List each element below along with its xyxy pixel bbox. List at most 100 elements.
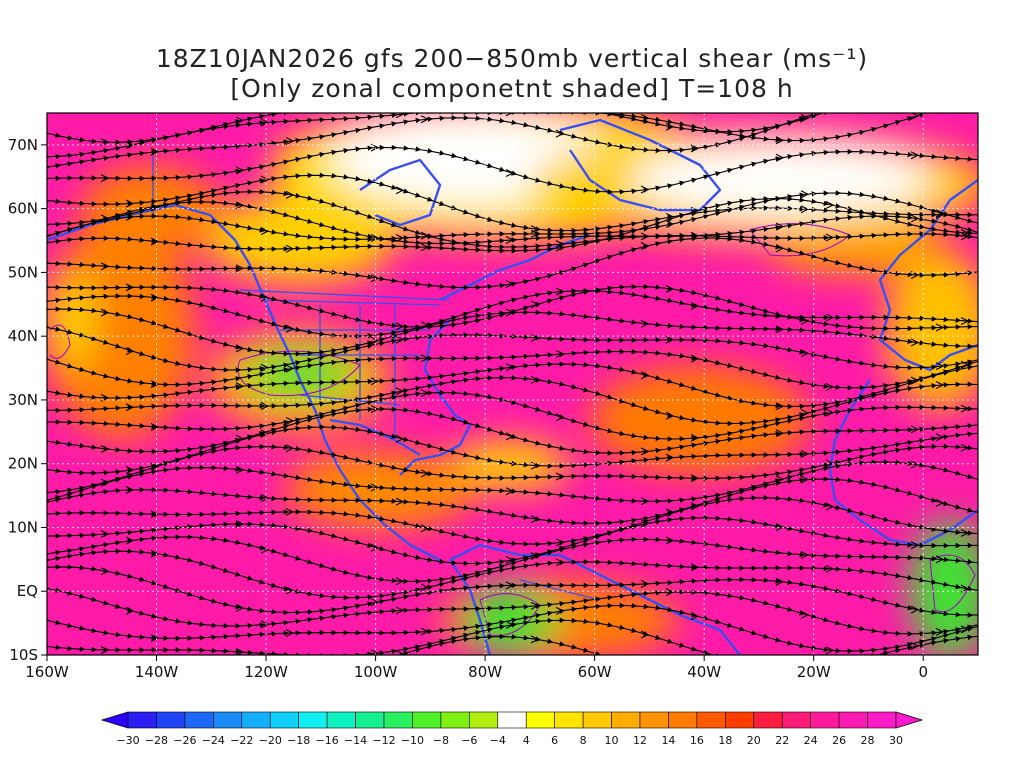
stream-arrow (776, 663, 783, 670)
stream-arrow (555, 287, 565, 296)
stream-arrow (665, 536, 675, 545)
colorbar-label-27: 30 (889, 734, 903, 747)
colorbar-swatch-4 (241, 711, 271, 729)
x-axis: 160W 140W 120W 100W 80W 60W 40W 20W 0 (25, 655, 928, 681)
stream-arrow (640, 519, 650, 528)
colorbar-label-12: −6 (461, 734, 477, 747)
stream-arrow (775, 577, 785, 586)
colorbar-label-6: −18 (287, 734, 310, 747)
colorbar-max-arrow (895, 711, 924, 729)
colorbar-label-11: −8 (433, 734, 449, 747)
colorbar-label-14: 4 (523, 734, 530, 747)
colorbar-swatch-22 (753, 711, 783, 729)
stream-arrow (690, 502, 700, 511)
stream-arrow (531, 101, 538, 108)
colorbar-swatch-17 (611, 711, 641, 729)
colorbar-swatch-25 (838, 711, 868, 729)
stream-arrow (420, 354, 430, 363)
colorbar-label-5: −20 (259, 734, 282, 747)
stream-arrow (555, 606, 565, 615)
stream-arrow (826, 105, 833, 112)
stream-arrow (395, 434, 405, 443)
stream-arrow (150, 293, 160, 302)
colorbar-label-15: 6 (551, 734, 558, 747)
stream-arrow (935, 654, 939, 655)
colorbar-swatch-13 (497, 711, 527, 729)
colorbar: −30 −28 −26 −24 −22 −20 −18 −16 −14 −12 −10 −8 −6 −4 4… (100, 711, 924, 747)
colorbar-label-10: −10 (401, 734, 424, 747)
colorbar-label-4: −22 (230, 734, 253, 747)
stream-arrow (370, 405, 380, 414)
colorbar-label-2: −26 (173, 734, 196, 747)
colorbar-swatch-24 (810, 711, 840, 729)
stream-arrow (640, 579, 650, 588)
stream-arrow (666, 671, 673, 678)
x-tick-label-0: 0 (918, 663, 928, 681)
y-tick-label-40n: 40N (8, 327, 38, 345)
x-tick-label-140w: 140W (135, 663, 179, 681)
colorbar-swatch-18 (639, 711, 669, 729)
colorbar-swatch-6 (298, 711, 328, 729)
colorbar-swatch-9 (383, 711, 413, 729)
colorbar-label-8: −14 (344, 734, 367, 747)
stream-arrow (505, 620, 515, 629)
colorbar-swatch-2 (184, 711, 214, 729)
streamline-9 (47, 235, 978, 291)
y-tick-label-70n: 70N (8, 136, 38, 154)
colorbar-label-17: 10 (605, 734, 619, 747)
stream-arrow (235, 465, 245, 474)
colorbar-swatch-21 (725, 711, 755, 729)
y-tick-label-10n: 10N (8, 518, 38, 536)
colorbar-swatch-12 (469, 711, 499, 729)
colorbar-swatch-23 (781, 711, 811, 729)
stream-arrow (100, 567, 110, 576)
colorbar-swatch-10 (412, 711, 442, 729)
x-tick-label-80w: 80W (468, 663, 502, 681)
stream-arrow (665, 588, 675, 597)
streamlines (47, 95, 978, 678)
plot-frame (46, 112, 979, 656)
colorbar-label-1: −28 (145, 734, 168, 747)
stream-arrow (235, 519, 245, 528)
stream-arrow (371, 105, 378, 112)
x-tick-label-40w: 40W (687, 663, 721, 681)
stream-arrow (555, 350, 565, 359)
colorbar-swatch-7 (326, 711, 356, 729)
colorbar-swatch-26 (867, 711, 897, 729)
x-tick-label-60w: 60W (578, 663, 612, 681)
y-tick-label-10s: 10S (9, 646, 38, 664)
stream-arrow (505, 308, 515, 317)
chart-title-line1: 18Z10JAN2026 gfs 200−850mb vertical shea… (155, 44, 869, 73)
stream-arrow (235, 264, 245, 273)
stream-arrow (690, 354, 700, 363)
stream-arrow (420, 115, 430, 124)
stream-arrow (395, 650, 405, 655)
colorbar-swatch-0 (127, 711, 157, 729)
stream-arrow (530, 333, 540, 342)
stream-arrow (775, 244, 785, 253)
stream-arrow (825, 502, 835, 511)
stream-arrow (126, 662, 133, 669)
colorbar-label-21: 18 (718, 734, 732, 747)
colorbar-swatch-5 (269, 711, 299, 729)
colorbar-label-25: 26 (832, 734, 846, 747)
colorbar-label-13: −4 (490, 734, 506, 747)
stream-arrow (100, 308, 110, 317)
colorbar-label-20: 16 (690, 734, 704, 747)
stream-arrow (260, 175, 270, 184)
colorbar-swatch-20 (696, 711, 726, 729)
colorbar-label-7: −16 (316, 734, 339, 747)
colorbar-label-26: 28 (861, 734, 875, 747)
colorbar-swatch-3 (213, 711, 243, 729)
colorbar-swatch-14 (525, 711, 555, 729)
colorbar-label-24: 24 (804, 734, 818, 747)
stream-arrow (260, 429, 270, 438)
stream-arrow (961, 95, 968, 102)
y-tick-label-50n: 50N (8, 263, 38, 281)
colorbar-label-16: 8 (580, 734, 587, 747)
stream-arrow (935, 380, 945, 389)
stream-arrow (825, 200, 835, 209)
colorbar-swatch-15 (554, 711, 584, 729)
y-axis: 70N 60N 50N 40N 30N 20N 10N EQ 10S (8, 136, 47, 664)
